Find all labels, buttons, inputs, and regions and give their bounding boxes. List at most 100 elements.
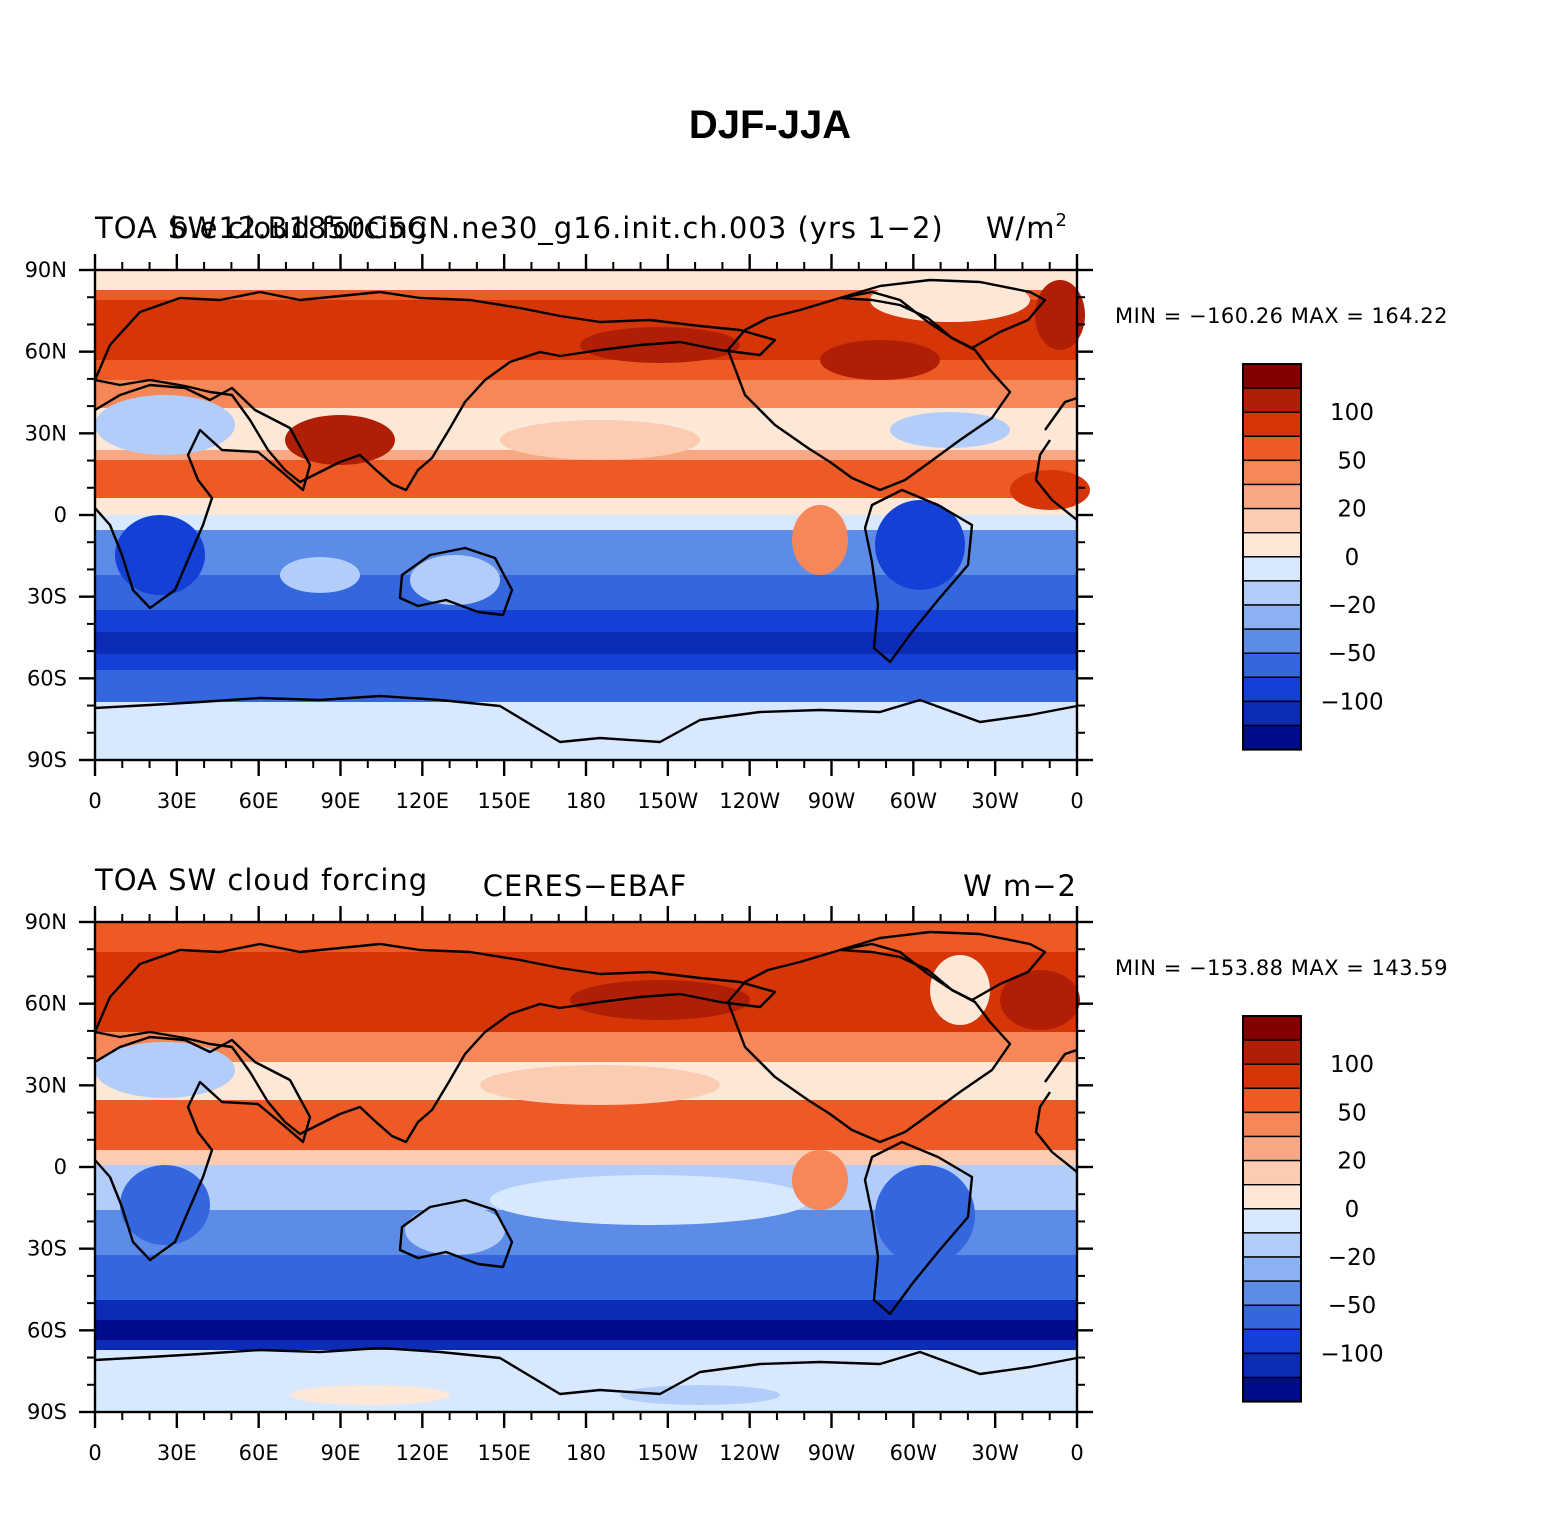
field-blob <box>890 412 1010 448</box>
colorbar-label: 20 <box>1337 497 1366 523</box>
lon-tick-label: 90E <box>321 1441 361 1465</box>
field-blob <box>480 1065 720 1105</box>
lon-tick-label: 120W <box>719 1441 780 1465</box>
lon-axis: 0 30E 60E 90E 120E 150E 180 150W 120W 90W 60W 30W 0 <box>88 254 1084 813</box>
minmax-label: MIN = −160.26 MAX = 164.22 <box>1115 304 1448 328</box>
units-superscript: 2 <box>1056 210 1068 231</box>
field-blob <box>870 278 1030 322</box>
field-blob <box>930 955 990 1025</box>
colorbar-box <box>1242 411 1302 438</box>
colorbar-box <box>1242 1183 1302 1210</box>
field-band <box>95 1320 1077 1340</box>
colorbar-box <box>1242 532 1302 558</box>
colorbar-box <box>1242 1328 1302 1355</box>
colorbar: 100 50 20 0 −20 −50 −100 <box>1242 1015 1384 1403</box>
field-blob <box>410 555 500 605</box>
panel-left-title: TOA SW cloud forcing <box>94 211 428 245</box>
lat-tick-label: 60N <box>25 992 67 1016</box>
lat-tick-label: 60N <box>25 340 67 364</box>
lat-axis: 90N 60N 30N 0 30S 60S 90S <box>25 910 1093 1424</box>
colorbar-box <box>1242 652 1302 679</box>
lon-tick-label: 90W <box>808 1441 856 1465</box>
units-base: W/m <box>986 211 1056 245</box>
colorbar-box <box>1242 1015 1302 1041</box>
lon-tick-label: 0 <box>88 789 101 813</box>
colorbar-box <box>1242 1304 1302 1330</box>
field-blob <box>120 1165 210 1245</box>
colorbar-label: −20 <box>1328 593 1377 619</box>
colorbar-label: 50 <box>1337 1100 1366 1126</box>
lon-tick-label: 90W <box>808 789 856 813</box>
lon-tick-label: 30W <box>971 789 1019 813</box>
colorbar-box <box>1242 1159 1302 1186</box>
map-field <box>95 922 1080 1412</box>
field-blob <box>890 1062 1010 1098</box>
lat-tick-label: 30N <box>25 421 67 445</box>
colorbar-label: −50 <box>1328 1293 1377 1319</box>
colorbar-label: 0 <box>1345 545 1360 571</box>
field-blob <box>570 980 750 1020</box>
field-blob <box>290 1385 450 1405</box>
panel-right-title: W/m2 <box>986 210 1068 245</box>
field-band <box>95 380 1077 408</box>
lat-tick-label: 90N <box>25 910 67 934</box>
panel-left-title: TOA SW cloud forcing <box>94 863 428 897</box>
field-blob <box>95 395 235 455</box>
field-band <box>95 1032 1077 1062</box>
lon-tick-label: 120E <box>396 789 449 813</box>
colorbar-box <box>1242 1039 1302 1065</box>
colorbar-box <box>1242 724 1302 751</box>
lon-tick-label: 180 <box>566 1441 606 1465</box>
colorbar-box <box>1242 483 1302 510</box>
lon-tick-label: 0 <box>1070 789 1083 813</box>
lon-tick-label: 180 <box>566 789 606 813</box>
panel-model: TOA SW cloud forcing b.e12.B1850C5CN.ne3… <box>25 210 1448 813</box>
colorbar-frame <box>1242 363 1302 751</box>
lon-tick-label: 120E <box>396 1441 449 1465</box>
colorbar-box <box>1242 556 1302 582</box>
colorbar-box <box>1242 628 1302 654</box>
colorbar-box <box>1242 1232 1302 1258</box>
field-blob <box>875 1165 975 1265</box>
lon-tick-label: 60E <box>239 1441 279 1465</box>
colorbar-box <box>1242 1063 1302 1089</box>
lon-axis: 0 30E 60E 90E 120E 150E 180 150W 120W 90W 60W 30W 0 <box>88 906 1084 1465</box>
field-blob <box>620 1385 780 1405</box>
lat-tick-label: 90S <box>27 1400 67 1424</box>
colorbar-frame <box>1242 1015 1302 1403</box>
field-blob <box>820 340 940 380</box>
colorbar-box <box>1242 1087 1302 1114</box>
lon-tick-label: 0 <box>88 1441 101 1465</box>
colorbar-box <box>1242 459 1302 486</box>
lon-tick-label: 0 <box>1070 1441 1083 1465</box>
lon-tick-label: 60W <box>890 1441 938 1465</box>
field-blob <box>875 500 965 590</box>
colorbar-label: −100 <box>1320 1341 1383 1367</box>
figure-title: DJF-JJA <box>689 103 851 147</box>
lat-tick-label: 0 <box>54 1155 67 1179</box>
lon-tick-label: 90E <box>321 789 361 813</box>
colorbar-box <box>1242 1111 1302 1138</box>
lon-tick-label: 30E <box>157 789 197 813</box>
lat-tick-label: 90N <box>25 258 67 282</box>
lon-tick-label: 30E <box>157 1441 197 1465</box>
field-blob <box>792 505 848 575</box>
field-band <box>95 1350 1077 1412</box>
colorbar-box <box>1242 700 1302 727</box>
field-band <box>95 702 1077 760</box>
field-blob <box>490 1175 810 1225</box>
map-field <box>95 270 1090 760</box>
minmax-label: MIN = −153.88 MAX = 143.59 <box>1115 956 1448 980</box>
lat-tick-label: 30S <box>27 585 67 609</box>
panel-center-title: b.e12.B1850C5CN.ne30_g16.init.ch.003 (yr… <box>170 211 944 245</box>
lon-tick-label: 120W <box>719 789 780 813</box>
colorbar-box <box>1242 387 1302 413</box>
field-blob <box>792 1150 848 1210</box>
colorbar-label: 0 <box>1345 1197 1360 1223</box>
lat-tick-label: 90S <box>27 748 67 772</box>
colorbar-box <box>1242 435 1302 462</box>
lat-axis: 90N 60N 30N 0 30S 60S 90S <box>25 258 1093 772</box>
lon-tick-label: 60E <box>239 789 279 813</box>
field-blob <box>1010 470 1090 510</box>
